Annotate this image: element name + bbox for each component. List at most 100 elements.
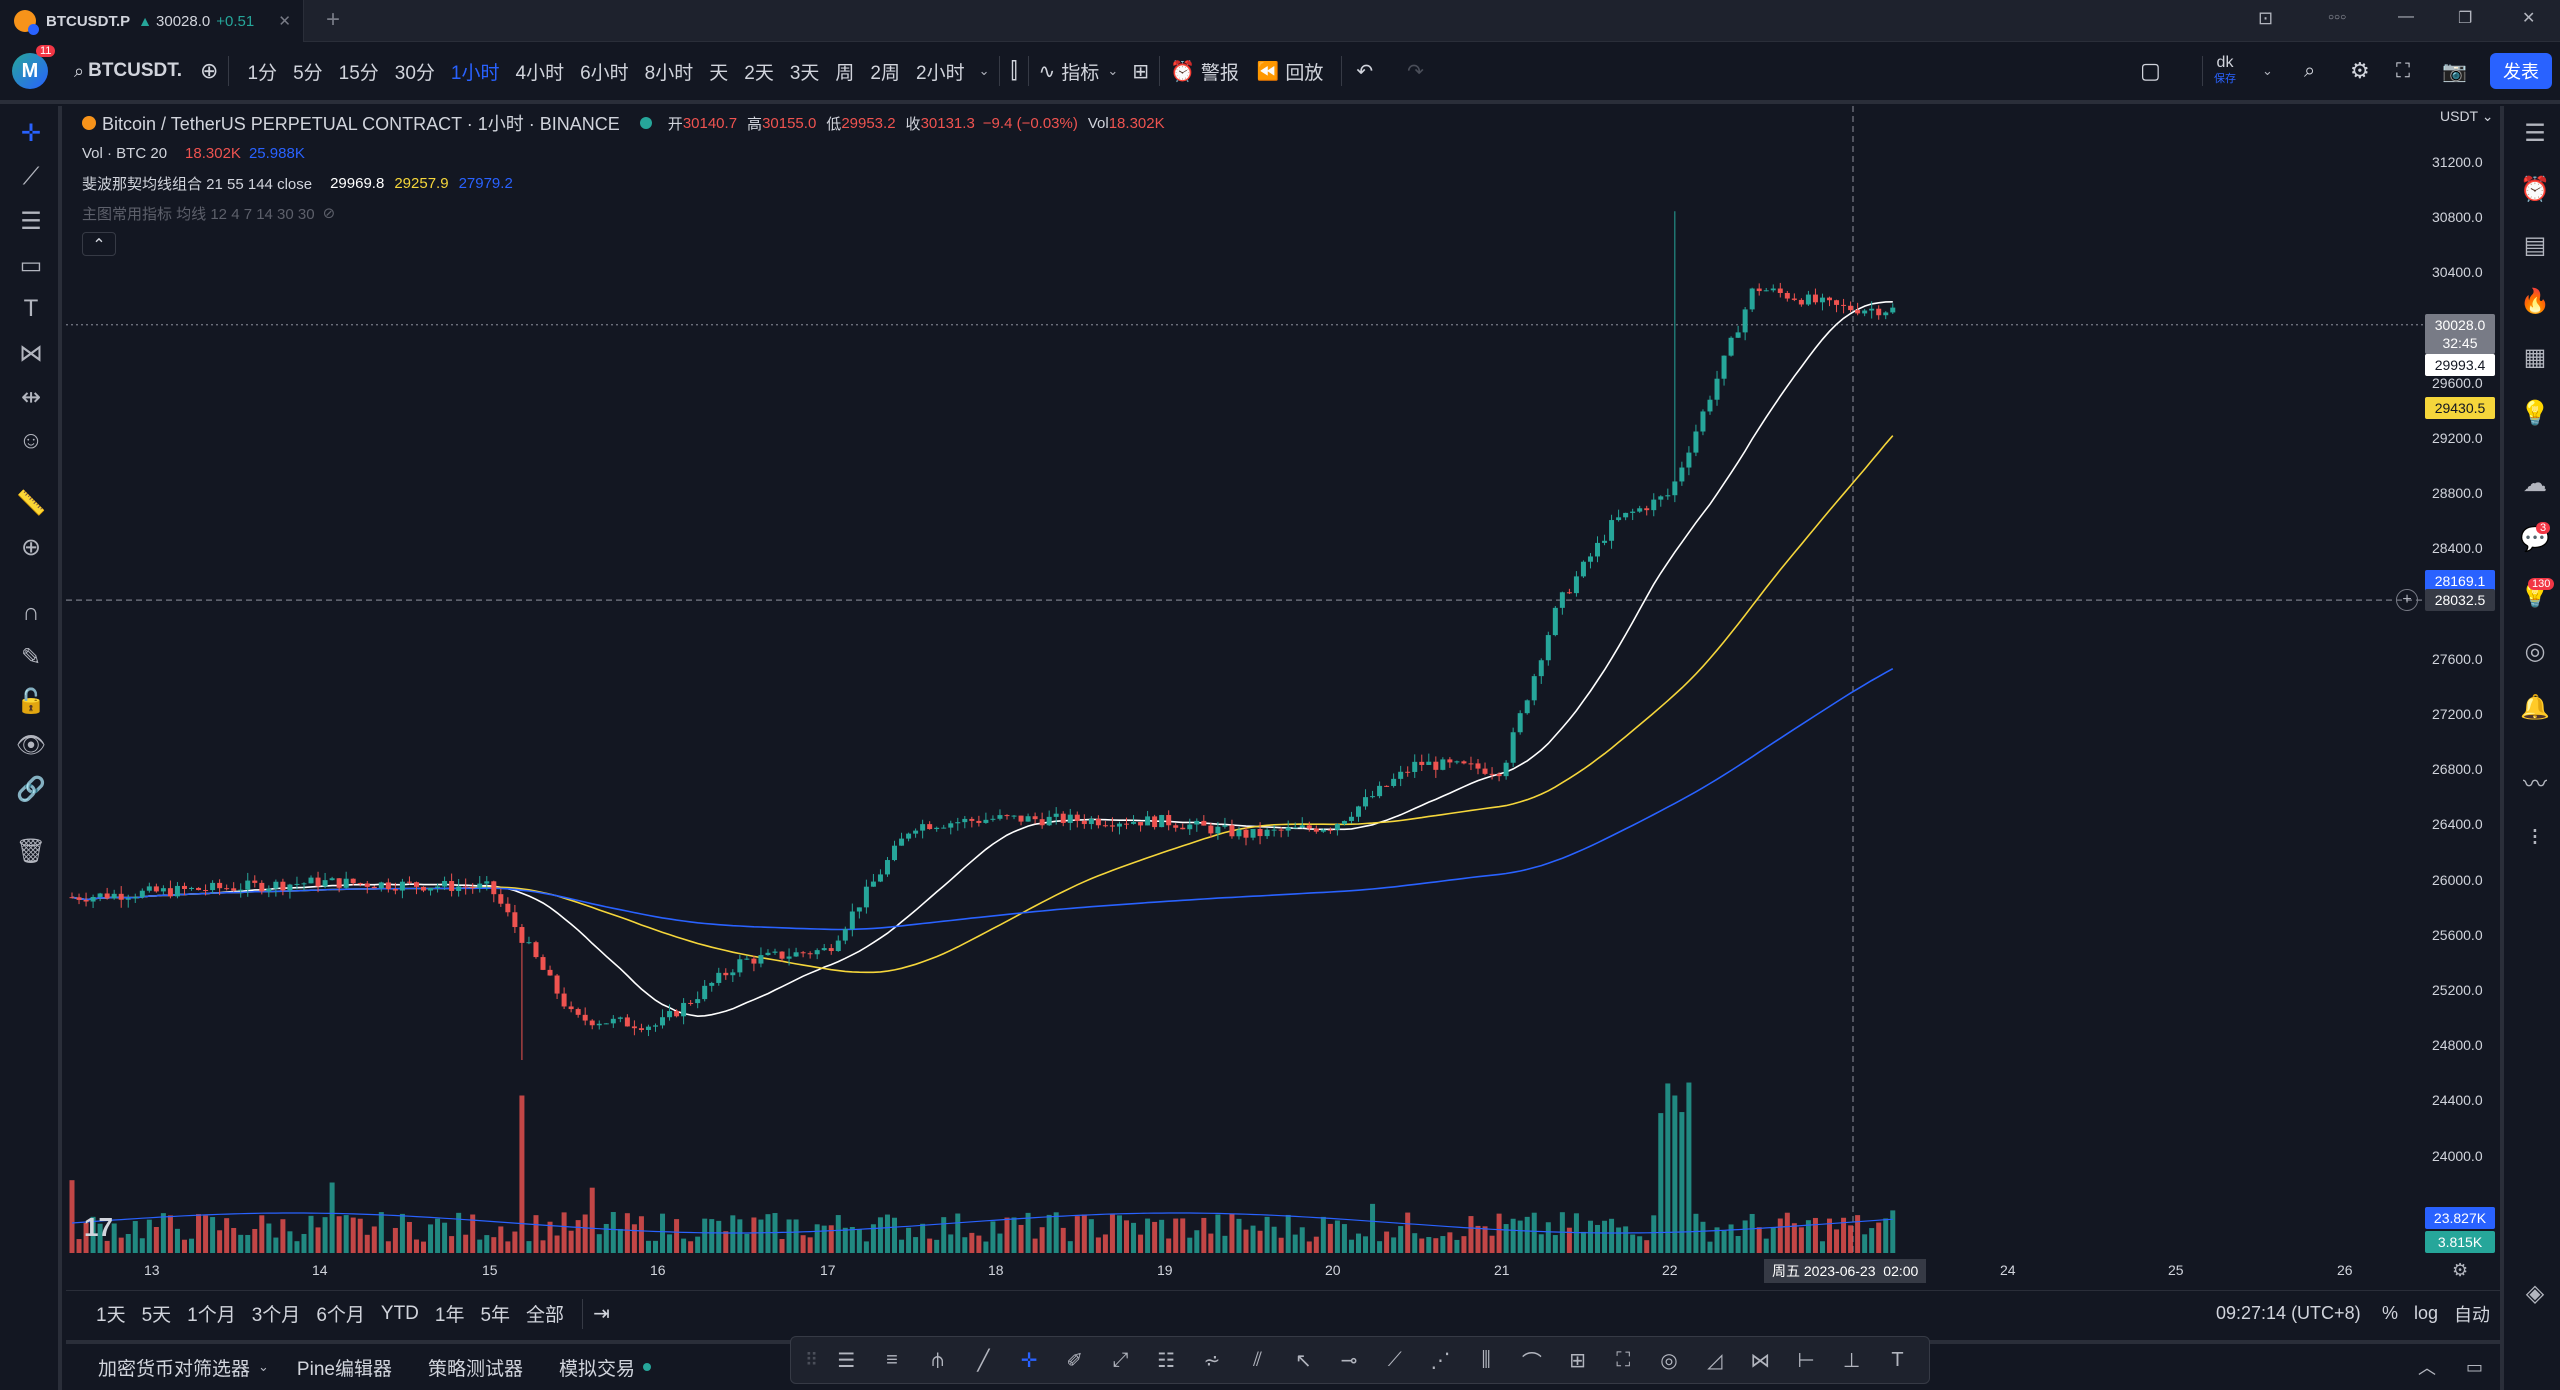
log-toggle[interactable]: log <box>2414 1303 2439 1323</box>
text-tool-icon[interactable]: T <box>1891 1348 1904 1371</box>
hidden-study-name[interactable]: 主图常用指标 均线 12 4 7 14 30 30 <box>82 205 315 223</box>
parallel-channel-icon[interactable]: ⫽ <box>1253 1348 1263 1371</box>
scale-settings-icon[interactable]: ⚙ <box>2452 1260 2469 1280</box>
indicators-button[interactable]: 指标 <box>1061 62 1100 84</box>
redo-icon[interactable]: ↷ <box>1407 60 1424 83</box>
link-icon[interactable]: 🔗 <box>16 775 46 803</box>
crosshair-icon[interactable]: ✛ <box>20 119 42 147</box>
fib-retracement-icon[interactable]: ☷ <box>1157 1349 1176 1372</box>
screener-dropdown-icon[interactable]: ⌄ <box>258 1359 269 1374</box>
symbol-search[interactable]: BTCUSDT. <box>88 60 183 81</box>
ideas-icon[interactable]: 💡 <box>2520 399 2550 427</box>
ma-study-name[interactable]: 斐波那契均线组合 21 55 144 close <box>82 175 313 193</box>
hotlists-icon[interactable]: 🔥 <box>2520 287 2550 315</box>
grid-icon[interactable]: ⊞ <box>1569 1349 1586 1372</box>
tab-strategy-tester[interactable]: 策略测试器 <box>427 1358 523 1380</box>
layouts-icon[interactable]: ⊞ <box>1132 60 1149 83</box>
triangle-icon[interactable]: ◿ <box>1706 1349 1723 1372</box>
dom-icon[interactable]: ⁝ <box>2531 823 2539 851</box>
price-chart[interactable]: 17 <box>66 106 2500 1290</box>
ray-icon[interactable]: ⤢ <box>1112 1348 1129 1371</box>
watchlist-icon[interactable]: ☰ <box>2524 119 2546 147</box>
interval-3d[interactable]: 3天 <box>789 62 820 84</box>
prediction-icon[interactable]: ⇹ <box>20 383 42 411</box>
gann-icon[interactable]: ⫼ <box>1481 1348 1491 1371</box>
interval-2w[interactable]: 2周 <box>870 62 900 84</box>
interval-4h[interactable]: 4小时 <box>515 62 565 84</box>
cursor-icon[interactable]: ↖ <box>1294 1349 1312 1372</box>
horizontal-ray-icon[interactable]: ⊸ <box>1340 1349 1358 1372</box>
magnet-icon[interactable]: ∩ <box>22 599 40 626</box>
price-range-icon[interactable]: ⊥ <box>1843 1349 1861 1372</box>
interval-1w[interactable]: 周 <box>835 62 855 84</box>
calendar-icon[interactable]: ▦ <box>2523 343 2547 371</box>
rectangle-icon[interactable]: ▭ <box>19 251 43 279</box>
zoom-in-icon[interactable]: ⊕ <box>20 533 42 561</box>
brush-icon[interactable]: ✐ <box>1066 1349 1084 1372</box>
gear-icon[interactable]: ⚙ <box>2350 58 2370 83</box>
range-5d[interactable]: 5天 <box>141 1305 172 1326</box>
new-tab-button[interactable]: + <box>326 6 341 33</box>
trash-icon[interactable]: 🗑 <box>15 837 47 865</box>
indicators-dropdown-icon[interactable]: ⌄ <box>1107 63 1119 78</box>
pattern-icon[interactable]: ⋈ <box>19 339 43 367</box>
layout-dropdown-icon[interactable]: ⌄ <box>2262 63 2273 78</box>
fullscreen-square-icon[interactable]: ▢ <box>2140 58 2161 83</box>
curve-icon[interactable]: ⌒ <box>1521 1351 1542 1374</box>
chart-pane[interactable]: 17 <box>66 106 2500 1331</box>
pulse-icon[interactable]: 〰 <box>2523 770 2547 798</box>
close-window-button[interactable]: ✕ <box>2522 10 2536 27</box>
maximize-panel-icon[interactable]: ▭ <box>2466 1356 2484 1377</box>
search-icon[interactable]: ⌕ <box>74 60 85 81</box>
lock-icon[interactable]: 🔓 <box>16 687 46 715</box>
range-1d[interactable]: 1天 <box>96 1305 126 1326</box>
interval-2d[interactable]: 2天 <box>744 62 774 84</box>
polyline-icon[interactable]: ⋰ <box>1430 1349 1451 1372</box>
interval-5m[interactable]: 5分 <box>293 62 323 84</box>
vol-study-name[interactable]: Vol · BTC 20 <box>82 144 168 162</box>
auto-scale-toggle[interactable]: 自动 <box>2454 1304 2490 1325</box>
horizontal-lines-icon[interactable]: ☰ <box>837 1349 856 1372</box>
candle-type-icon[interactable]: ⫿ <box>1010 58 1018 83</box>
interval-6h[interactable]: 6小时 <box>580 62 629 84</box>
data-window-icon[interactable]: ▤ <box>2523 231 2547 259</box>
drag-handle-icon[interactable]: ⠿ <box>805 1349 819 1370</box>
pitchfork-icon[interactable]: ⫛ <box>931 1348 944 1371</box>
interval-1m[interactable]: 1分 <box>247 62 278 84</box>
alarm-clock-icon[interactable]: ⏰ <box>1169 60 1195 83</box>
pencil-lock-icon[interactable]: ✎ <box>20 643 42 671</box>
tab-pine-editor[interactable]: Pine编辑器 <box>296 1358 392 1380</box>
minimize-button[interactable]: — <box>2398 8 2414 25</box>
trendline-icon[interactable]: ⟋ <box>22 163 40 190</box>
replay-button[interactable]: 回放 <box>1285 62 1324 84</box>
emoji-icon[interactable]: ☺ <box>18 427 44 454</box>
compare-add-icon[interactable]: ⊕ <box>200 58 219 83</box>
range-1m[interactable]: 1个月 <box>187 1305 236 1326</box>
path-icon[interactable]: ⟋ <box>1387 1348 1402 1371</box>
frame-icon[interactable]: ⛶ <box>1616 1348 1631 1371</box>
notifications-icon[interactable]: 🔔 <box>2520 693 2550 721</box>
interval-1d[interactable]: 天 <box>709 62 729 84</box>
interval-dropdown-icon[interactable]: ⌄ <box>978 63 990 78</box>
fullscreen-icon[interactable]: ⛶ <box>2396 59 2410 82</box>
layout-save[interactable]: dk 保存 <box>2214 54 2236 86</box>
close-tab-icon[interactable]: ✕ <box>278 13 291 30</box>
range-5y[interactable]: 5年 <box>480 1305 511 1326</box>
quick-search-icon[interactable]: ⌕ <box>2304 59 2316 82</box>
more-icon[interactable]: ○○○ <box>2328 12 2347 23</box>
indicators-icon[interactable]: ∿ <box>1038 60 1056 83</box>
circles-icon[interactable]: ◎ <box>1660 1349 1678 1372</box>
tab-paper-trading[interactable]: 模拟交易 <box>558 1358 635 1380</box>
range-ytd[interactable]: YTD <box>380 1302 419 1324</box>
text-icon[interactable]: T <box>23 295 39 322</box>
range-6m[interactable]: 6个月 <box>316 1305 365 1326</box>
layers-icon[interactable]: ◈ <box>2525 1279 2545 1307</box>
collapse-panel-icon[interactable]: ︿ <box>2418 1358 2436 1378</box>
tab-crypto-screener[interactable]: 加密货币对筛选器 <box>98 1358 251 1380</box>
ruler-icon[interactable]: 📏 <box>16 489 46 517</box>
pip-icon[interactable]: ⊡ <box>2258 8 2274 28</box>
cross-line-icon[interactable]: ✛ <box>1020 1349 1038 1372</box>
tradingview-logo[interactable]: 17 <box>84 1212 113 1242</box>
interval-8h[interactable]: 8小时 <box>644 62 694 84</box>
xabcd-icon[interactable]: ⋈ <box>1750 1349 1771 1372</box>
